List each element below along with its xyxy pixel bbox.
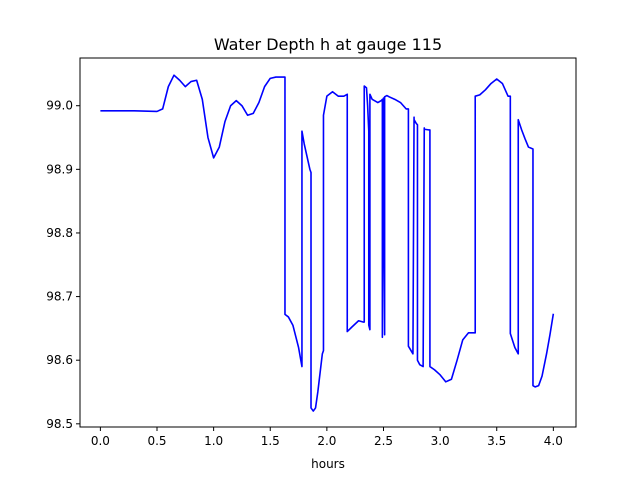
x-axis: 0.0 0.5 1.0 1.5 2.0 2.5 3.0 3.5 4.0 [91, 427, 563, 448]
series-layer [100, 74, 555, 412]
y-tick-label: 98.9 [46, 162, 73, 176]
x-tick-label: 0.5 [147, 434, 166, 448]
axes-frame [79, 57, 577, 428]
y-tick-label: 98.8 [46, 226, 73, 240]
y-axis: 98.5 98.6 98.7 98.8 98.9 99.0 [46, 99, 80, 431]
x-tick-label: 4.0 [544, 434, 563, 448]
x-tick-label: 0.0 [91, 434, 110, 448]
chart-title: Water Depth h at gauge 115 [214, 35, 442, 54]
plot-area [79, 57, 577, 428]
x-tick-label: 1.5 [261, 434, 280, 448]
y-tick-label: 98.6 [46, 353, 73, 367]
x-tick-label: 2.0 [317, 434, 336, 448]
x-tick-label: 3.0 [431, 434, 450, 448]
series-line-0 [100, 74, 555, 412]
x-axis-label: hours [311, 457, 345, 471]
y-tick-label: 98.5 [46, 417, 73, 431]
y-tick-label: 99.0 [46, 99, 73, 113]
x-tick-label: 2.5 [374, 434, 393, 448]
x-tick-label: 3.5 [487, 434, 506, 448]
x-tick-label: 1.0 [204, 434, 223, 448]
y-tick-label: 98.7 [46, 290, 73, 304]
